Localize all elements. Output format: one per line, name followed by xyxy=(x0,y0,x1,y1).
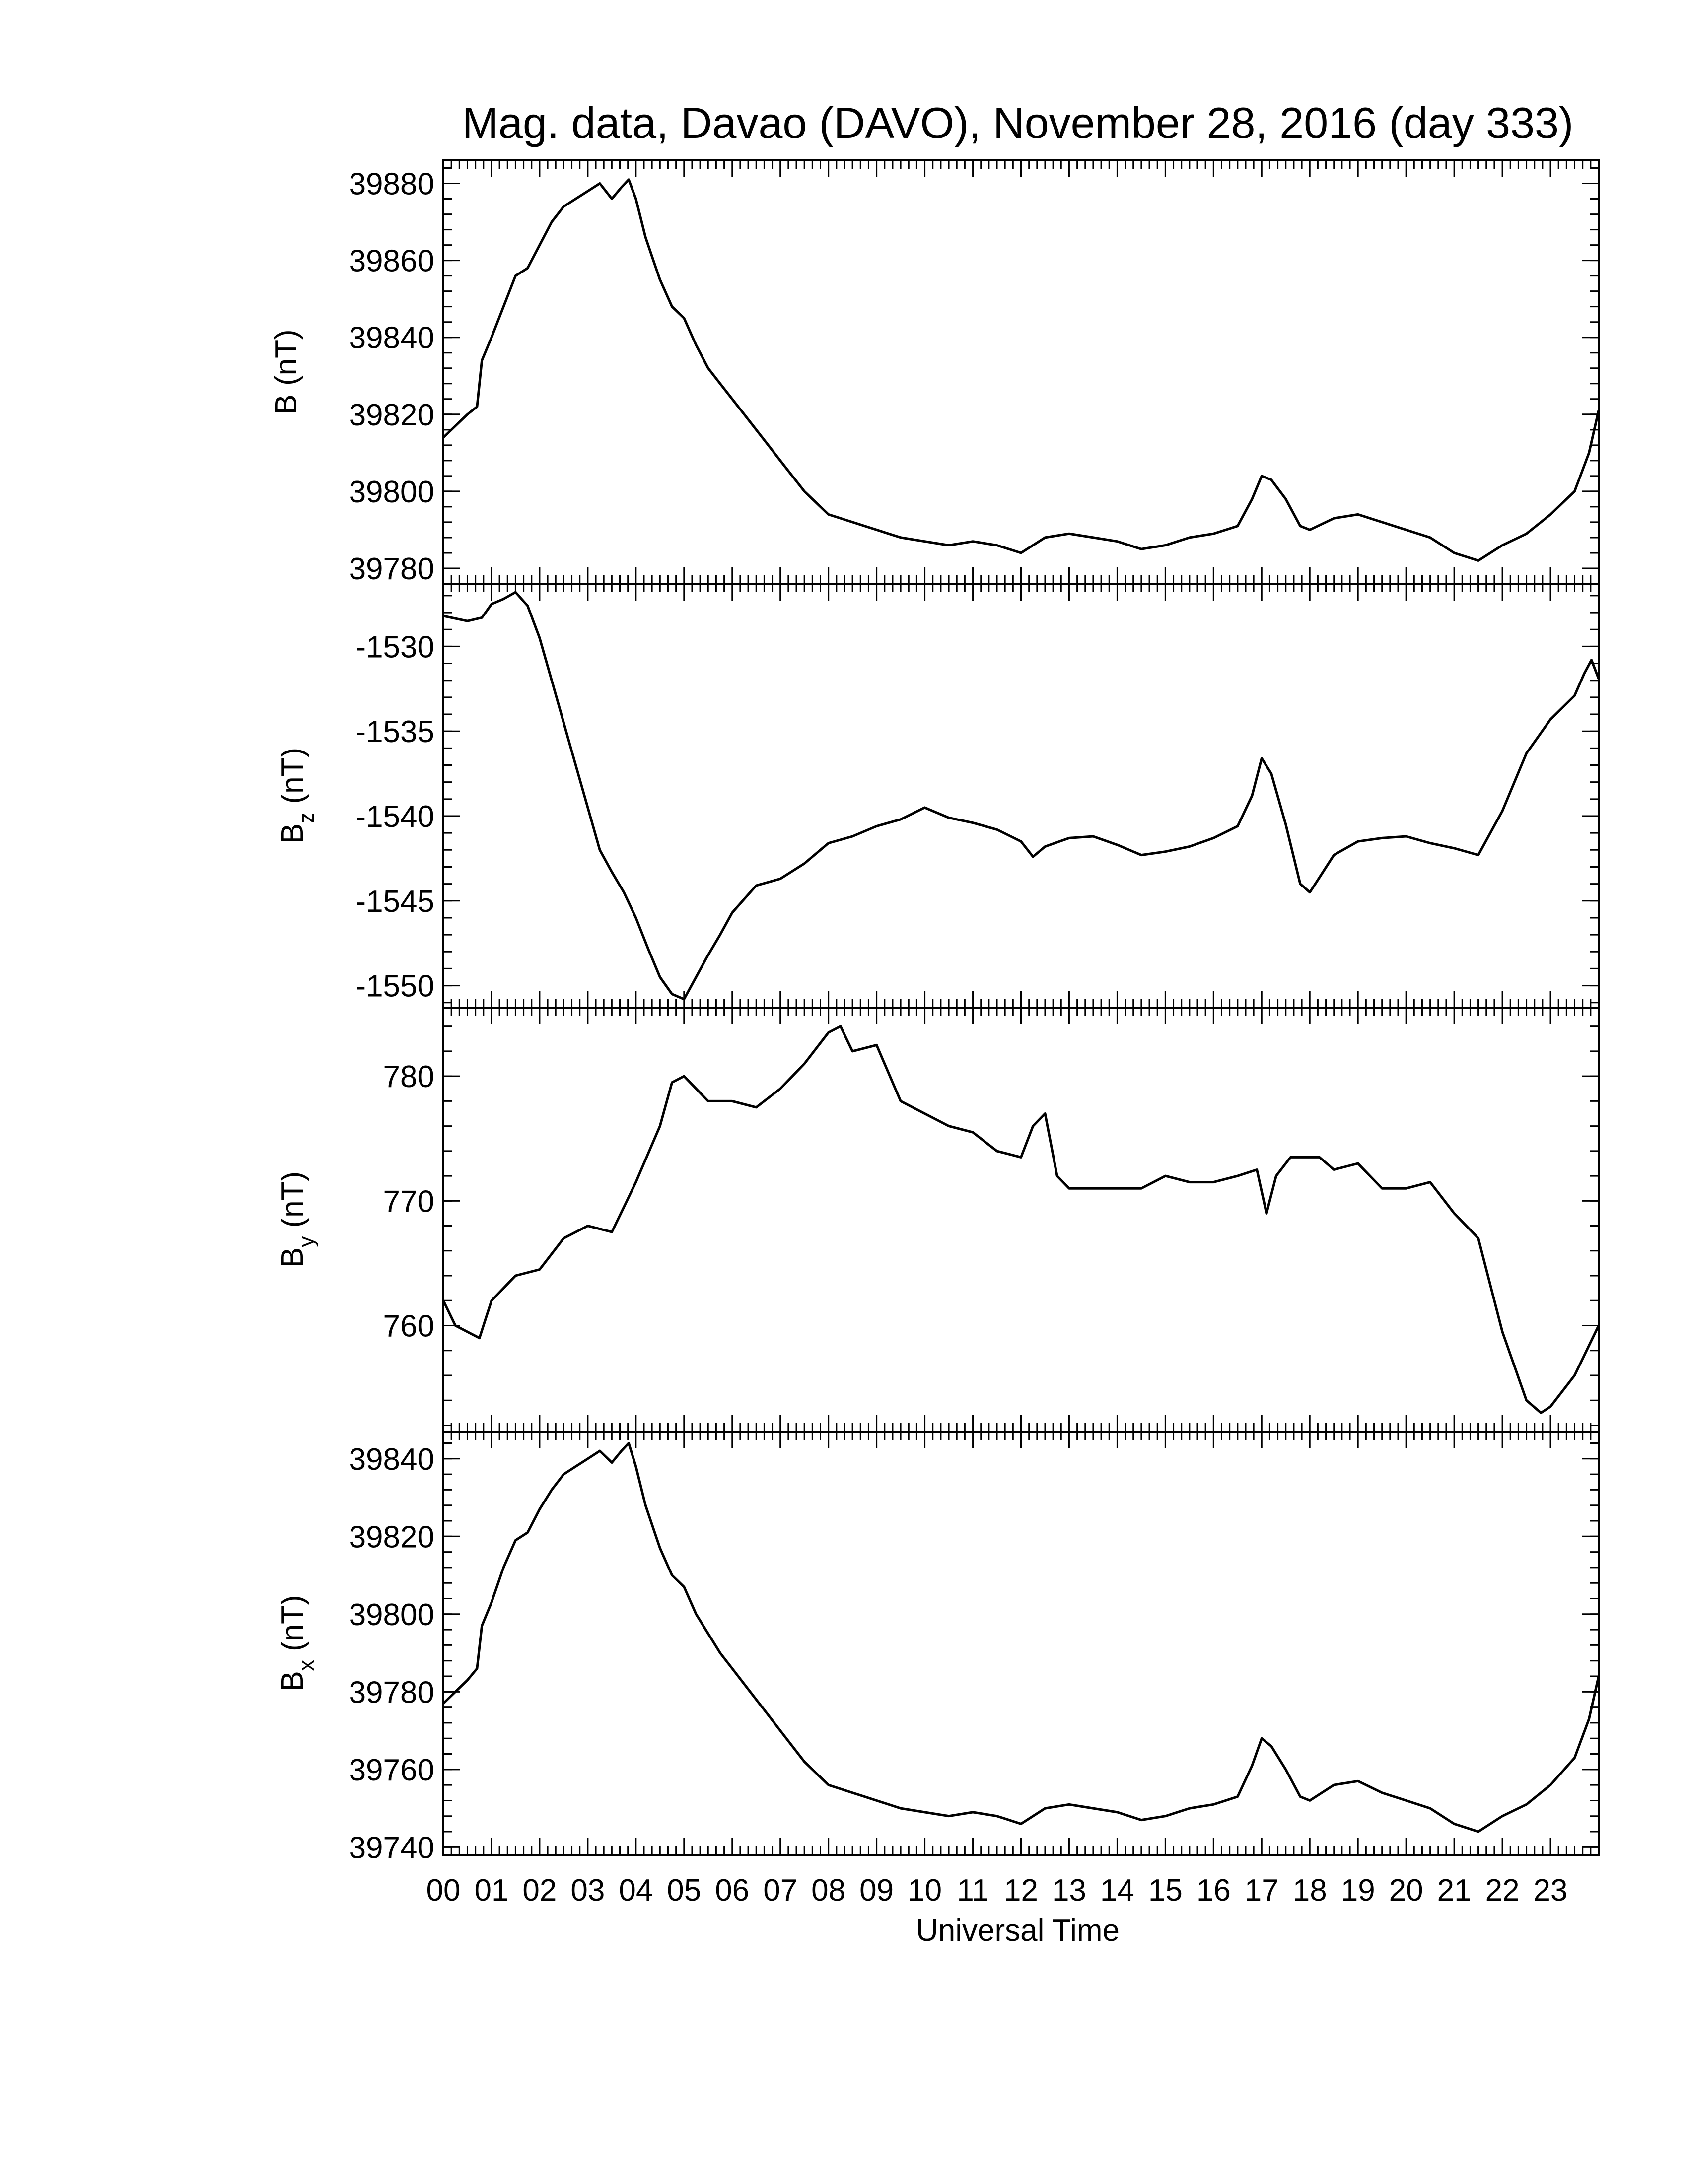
panels: 39780 39800 39820 39840 39860 39880 B (nT) -155… xyxy=(269,159,1600,1908)
x-tick-label: 14 xyxy=(1100,1873,1134,1908)
x-tick-label: 12 xyxy=(1004,1873,1038,1908)
panel-frame xyxy=(442,159,1600,585)
y-tick-label: 39840 xyxy=(349,1442,434,1477)
chart-title: Mag. data, Davao (DAVO), November 28, 20… xyxy=(462,98,1574,147)
y-tick-label: 780 xyxy=(383,1060,434,1094)
x-tick-label: 13 xyxy=(1052,1873,1086,1908)
y-tick-label: 39820 xyxy=(349,1520,434,1554)
x-tick-label: 00 xyxy=(426,1873,461,1908)
y-tick-label: 39800 xyxy=(349,1598,434,1632)
y-axis-label: By (nT) xyxy=(276,1171,319,1268)
x-tick-label: 18 xyxy=(1293,1873,1327,1908)
y-tick-label: 770 xyxy=(383,1184,434,1219)
x-tick-label: 22 xyxy=(1485,1873,1520,1908)
x-tick-label: 02 xyxy=(522,1873,557,1908)
y-axis-label: Bx (nT) xyxy=(276,1595,319,1691)
y-axis-label: B (nT) xyxy=(269,329,303,414)
x-tick-label: 05 xyxy=(667,1873,701,1908)
panel-Bx: 39740 39760 39780 39800 39820 39840 Bx (nT) xyxy=(276,1431,1600,1865)
x-tick-label: 15 xyxy=(1148,1873,1183,1908)
x-tick-label: 16 xyxy=(1196,1873,1231,1908)
y-tick-label: 39760 xyxy=(349,1753,434,1787)
x-tick-label: 06 xyxy=(715,1873,749,1908)
y-axis-label: Bz (nT) xyxy=(276,748,319,844)
y-tick-label: 39860 xyxy=(349,244,434,278)
x-tick-label: 09 xyxy=(859,1873,894,1908)
x-tick-label: 04 xyxy=(619,1873,653,1908)
x-tick-label: 01 xyxy=(474,1873,508,1908)
y-tick-label: 39820 xyxy=(349,398,434,432)
y-tick-label: 39780 xyxy=(349,1675,434,1709)
panel-frame xyxy=(442,583,1600,1009)
panel-B: 39780 39800 39820 39840 39860 39880 B (nT) xyxy=(269,159,1600,586)
panel-Bz: -1550 -1545 -1540 -1535 -1530 Bz (nT) xyxy=(276,583,1600,1009)
y-tick-label: 39780 xyxy=(349,552,434,586)
x-tick-label: 11 xyxy=(957,1873,988,1908)
x-tick-label: 08 xyxy=(811,1873,845,1908)
series-line-Bx xyxy=(442,1442,1600,1833)
series-line-B xyxy=(442,178,1600,562)
panel-By: 760 770 780 By (nT) xyxy=(276,1007,1600,1433)
x-axis-label: Universal Time xyxy=(916,1913,1120,1948)
y-tick-label: -1550 xyxy=(355,969,434,1004)
x-tick-label: 19 xyxy=(1341,1873,1375,1908)
x-tick-label: 20 xyxy=(1389,1873,1423,1908)
y-tick-label: -1530 xyxy=(355,630,434,664)
y-tick-label: 760 xyxy=(383,1309,434,1344)
y-tick-label: -1535 xyxy=(355,715,434,749)
x-tick-label: 23 xyxy=(1534,1873,1568,1908)
y-tick-label: -1540 xyxy=(355,800,434,834)
x-tick-label: 21 xyxy=(1437,1873,1472,1908)
y-tick-label: 39840 xyxy=(349,321,434,355)
y-tick-label: 39740 xyxy=(349,1831,434,1865)
y-tick-label: -1545 xyxy=(355,885,434,919)
series-line-Bz xyxy=(443,591,1600,1001)
panel-frame xyxy=(442,1431,1600,1856)
series-line-By xyxy=(442,1025,1600,1414)
y-tick-label: 39880 xyxy=(349,167,434,202)
x-tick-label: 17 xyxy=(1245,1873,1279,1908)
x-tick-label: 07 xyxy=(763,1873,797,1908)
x-tick-label: 03 xyxy=(570,1873,605,1908)
x-tick-label: 10 xyxy=(908,1873,942,1908)
y-tick-label: 39800 xyxy=(349,475,434,509)
